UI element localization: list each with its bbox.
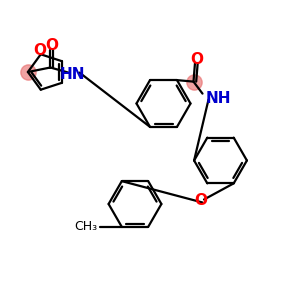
Text: O: O [194, 194, 208, 208]
Text: CH₃: CH₃ [75, 220, 98, 233]
Text: NH: NH [206, 91, 231, 106]
Text: O: O [33, 43, 46, 58]
Text: O: O [45, 38, 58, 53]
Text: HN: HN [59, 67, 85, 82]
Text: O: O [190, 52, 203, 67]
